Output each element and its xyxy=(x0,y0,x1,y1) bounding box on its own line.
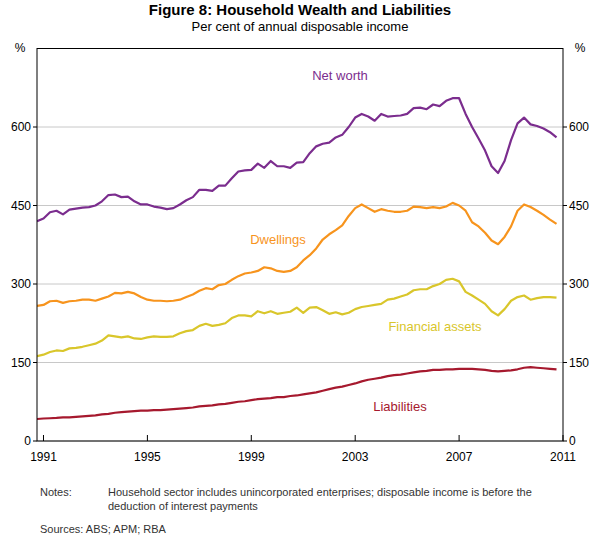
grid-line xyxy=(37,362,563,363)
y-tick xyxy=(33,127,37,128)
grid-line xyxy=(37,284,563,285)
plot-frame xyxy=(37,49,563,442)
grid-line xyxy=(37,205,563,206)
chart-title: Figure 8: Household Wealth and Liabiliti… xyxy=(149,1,451,18)
x-tick xyxy=(251,435,252,441)
series-label: Net worth xyxy=(312,68,368,83)
series-label: Financial assets xyxy=(388,319,482,334)
y-tick-label: 600 xyxy=(11,120,31,134)
x-tick xyxy=(459,435,460,441)
y-tick-right xyxy=(563,362,567,363)
y-tick-label: 300 xyxy=(11,277,31,291)
y-axis-unit-right: % xyxy=(575,41,586,55)
y-tick-label-right: 150 xyxy=(569,356,589,370)
x-tick-label: 2003 xyxy=(342,450,369,464)
y-tick-right xyxy=(563,441,567,442)
y-tick-label: 150 xyxy=(11,356,31,370)
y-tick xyxy=(33,441,37,442)
x-tick-label: 1999 xyxy=(238,450,265,464)
chart-subtitle: Per cent of annual disposable income xyxy=(192,19,409,34)
y-tick xyxy=(33,284,37,285)
y-tick-label: 0 xyxy=(24,434,31,448)
x-tick-label: 1995 xyxy=(134,450,161,464)
sources-text: Sources: ABS; APM; RBA xyxy=(40,522,166,536)
grid-line xyxy=(37,127,563,128)
y-tick-label: 450 xyxy=(11,199,31,213)
y-tick-label-right: 450 xyxy=(569,199,589,213)
y-tick-right xyxy=(563,127,567,128)
y-tick-label-right: 600 xyxy=(569,120,589,134)
series-group xyxy=(37,98,557,419)
y-tick-label-right: 0 xyxy=(569,434,576,448)
x-tick-label: 2011 xyxy=(550,450,576,464)
chart-svg: Figure 8: Household Wealth and Liabiliti… xyxy=(0,0,600,549)
x-tick xyxy=(355,435,356,441)
x-tick xyxy=(147,435,148,441)
series-label: Liabilities xyxy=(373,399,427,414)
y-tick xyxy=(33,205,37,206)
y-tick-right xyxy=(563,205,567,206)
y-tick-right xyxy=(563,284,567,285)
series-line xyxy=(37,279,557,356)
notes-text: Household sector includes unincorporated… xyxy=(108,485,558,513)
x-tick-label: 1991 xyxy=(30,450,57,464)
series-line xyxy=(37,98,557,221)
series-line xyxy=(37,367,557,419)
y-tick xyxy=(33,362,37,363)
x-tick-label: 2007 xyxy=(446,450,473,464)
x-tick xyxy=(43,435,44,441)
notes-label: Notes: xyxy=(40,485,72,499)
chart-container: Figure 8: Household Wealth and Liabiliti… xyxy=(0,0,600,549)
series-line xyxy=(37,203,557,306)
series-label: Dwellings xyxy=(250,232,306,247)
y-tick-label-right: 300 xyxy=(569,277,589,291)
y-axis-unit-left: % xyxy=(15,41,26,55)
